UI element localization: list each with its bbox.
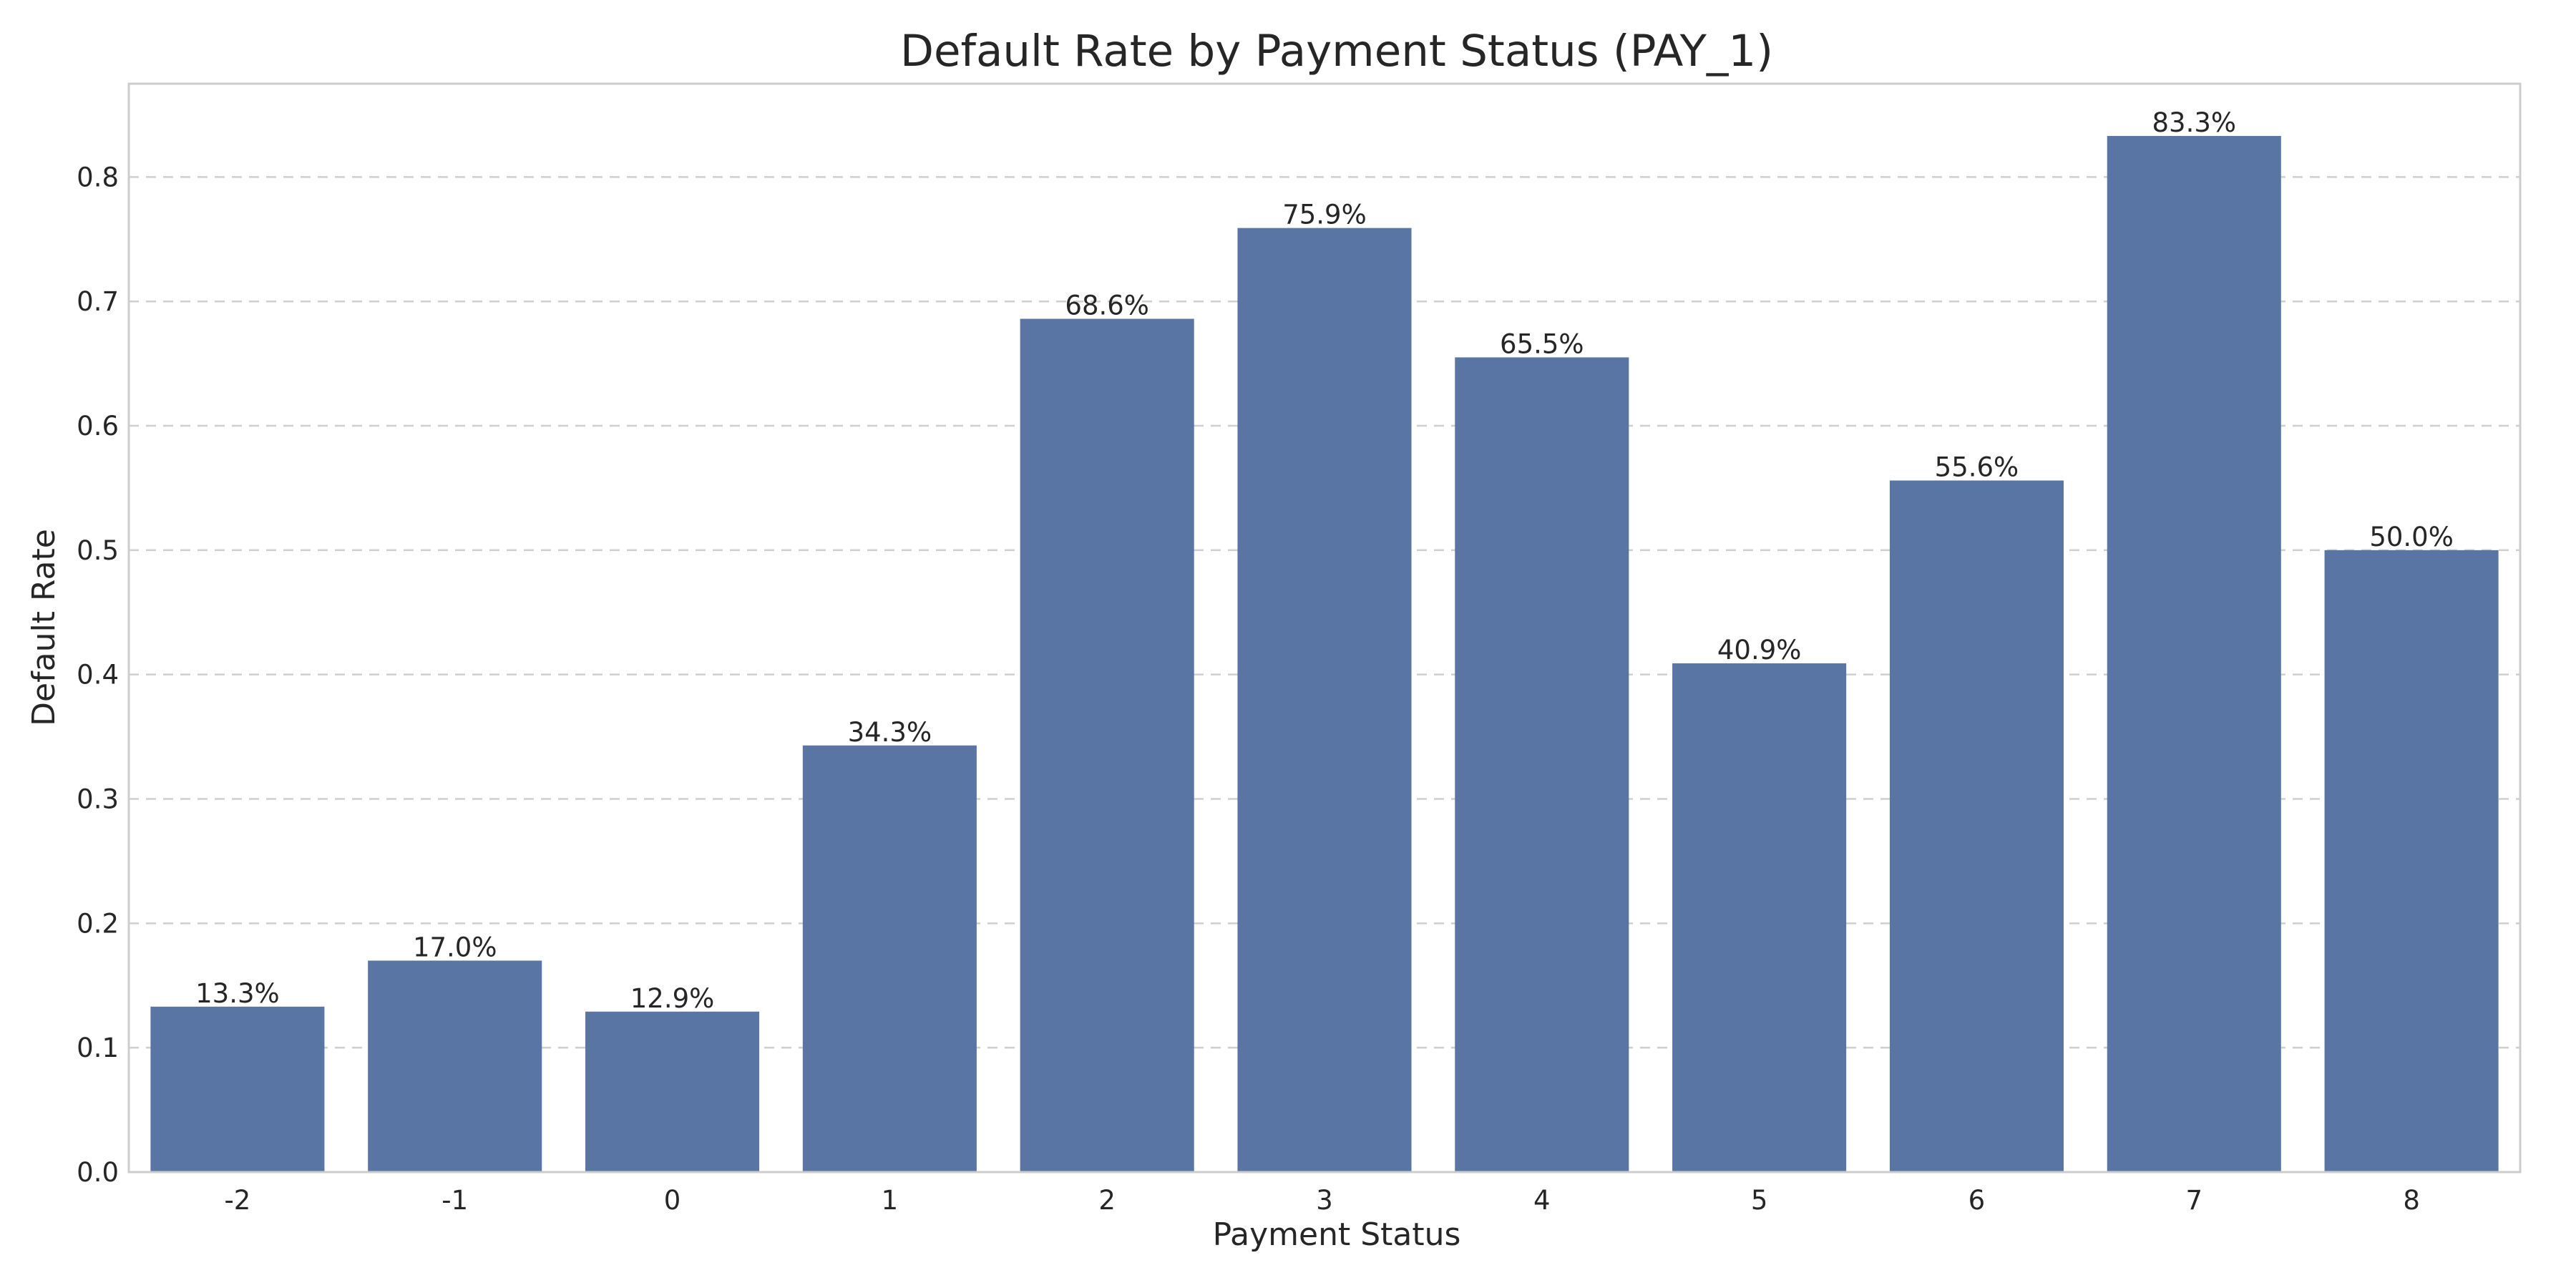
x-tick-label: 3 [1316,1185,1333,1216]
y-tick-label: 0.0 [77,1157,119,1188]
bar-value-label: 83.3% [2152,107,2236,138]
x-tick-label: 7 [2185,1185,2202,1216]
y-tick-label: 0.3 [77,784,119,815]
bar [1455,357,1629,1172]
bar-labels: 13.3% 17.0% 12.9% 34.3% 68.6% 75.9% 65.5% 40.9%… [195,107,2454,1014]
x-tick-label: -2 [224,1185,250,1216]
y-tick-label: 0.4 [77,660,119,691]
y-tick-label: 0.8 [77,162,119,192]
bar-value-label: 55.6% [1935,452,2019,483]
bar-value-label: 34.3% [848,717,932,748]
plot-frame [127,82,2522,1174]
x-tick-label: 1 [882,1185,899,1216]
bar [1889,480,2064,1172]
bar-value-label: 17.0% [413,932,497,962]
y-tick-label: 0.1 [77,1033,119,1063]
y-tick-label: 0.6 [77,411,119,441]
x-axis-ticks: -2 -1 0 1 2 3 4 5 6 7 8 [224,1185,2419,1216]
bar [1237,228,1412,1173]
x-tick-label: 6 [1968,1185,1986,1216]
y-axis-label: Default Rate [26,529,62,726]
bar [1672,663,1847,1172]
bar [585,1011,760,1172]
bar [2324,550,2499,1172]
bar-value-label: 68.6% [1065,291,1149,321]
y-tick-label: 0.2 [77,908,119,939]
bar-value-label: 13.3% [195,978,280,1009]
x-tick-label: 8 [2403,1185,2420,1216]
bar-value-label: 75.9% [1282,200,1367,230]
x-tick-label: -1 [441,1185,468,1216]
bar [1020,318,1194,1172]
y-tick-label: 0.5 [77,535,119,566]
bar [802,745,977,1172]
y-axis-ticks: 0.0 0.1 0.2 0.3 0.4 0.5 0.6 0.7 0.8 [77,162,119,1188]
bars [150,136,2499,1173]
bar-value-label: 50.0% [2369,522,2454,552]
bar [150,1006,325,1172]
bar-value-label: 40.9% [1717,635,1802,665]
x-tick-label: 4 [1533,1185,1551,1216]
bar-value-label: 65.5% [1500,328,1584,359]
x-tick-label: 2 [1098,1185,1116,1216]
bar [2107,136,2281,1172]
y-tick-label: 0.7 [77,286,119,317]
x-tick-label: 0 [664,1185,681,1216]
x-tick-label: 5 [1751,1185,1768,1216]
bar [368,960,542,1172]
chart-title: Default Rate by Payment Status (PAY_1) [900,26,1773,77]
bar-value-label: 12.9% [630,983,715,1014]
x-axis-label: Payment Status [1213,1216,1461,1253]
